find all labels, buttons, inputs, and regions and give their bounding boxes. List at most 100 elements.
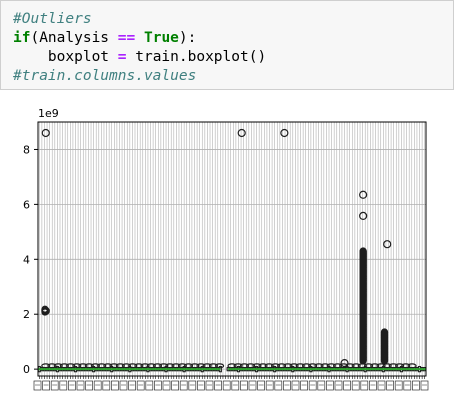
y-tick-label: 2 [23,308,30,321]
x-tick-label-glyph [59,380,68,391]
x-tick-label-glyph [76,380,85,391]
code-token: (Analysis [30,30,118,46]
x-tick-label-glyph [231,380,240,391]
x-tick-label-glyph [274,380,283,391]
outlier-marker [239,363,250,369]
outlier-marker [165,363,175,369]
outlier-marker [227,363,237,369]
x-tick-label-glyph [377,380,386,391]
outlier-marker [202,363,212,369]
code-line: #Outliers [13,10,266,29]
outlier-marker [196,363,206,369]
outlier-marker [314,363,324,369]
code-line: if(Analysis == True): [13,29,266,48]
x-tick-label-glyph [179,380,188,391]
outlier-point [280,128,289,138]
x-tick-label-glyph [222,380,231,391]
outlier-marker [109,363,119,369]
outlier-marker [121,363,132,369]
x-tick-label-glyph [154,380,162,391]
x-tick-label-glyph [291,380,300,391]
outlier-marker [152,363,163,369]
outlier-marker [363,363,374,369]
x-tick-label-glyph [111,380,119,391]
outlier-marker [159,363,169,369]
outlier-marker [308,363,318,369]
outlier-marker [401,363,411,369]
x-tick-label-glyph [283,380,291,391]
outlier-marker [183,363,194,369]
x-tick-label-glyph [257,380,265,391]
boxplot-chart: 0 2 4 6 8 1e9 [23,107,429,391]
outlier-marker [301,363,312,369]
outlier-marker [97,363,107,369]
code-token: if [13,30,31,46]
outlier-marker [128,363,138,369]
x-tick-label-glyph [119,380,128,391]
x-tick-label-glyph [102,380,111,391]
outlier-marker [140,363,150,369]
outlier-marker [177,363,187,369]
x-tick-label-glyph [188,380,197,391]
code-token: ): [178,30,197,46]
x-tick-label-glyph [128,380,136,391]
outlier-marker [208,363,218,369]
code-line: boxplot = train.boxplot() [13,48,266,67]
code-token: boxplot [13,49,118,65]
x-tick-label-glyph [93,380,102,391]
outlier-point [41,305,49,313]
outlier-marker [252,363,262,369]
outlier-marker [395,363,405,369]
outlier-point [383,240,392,249]
x-tick-label-glyph [33,380,42,391]
x-tick-label-glyph [351,380,360,391]
outlier-marker [78,363,88,369]
outlier-marker [246,363,256,369]
code-token [135,30,144,46]
code-token: == [117,30,136,46]
outlier-marker [283,363,293,369]
x-tick-label-glyph [369,380,377,391]
code-editor[interactable]: #Outliers if(Analysis == True): boxplot =… [13,10,266,86]
outlier-marker [370,363,380,369]
outlier-marker [270,363,281,369]
x-tick-label-glyph [42,380,50,391]
outlier-marker [233,363,243,369]
outlier-point [359,211,368,221]
outlier-marker [134,363,144,369]
code-cell[interactable]: #Outliers if(Analysis == True): boxplot =… [0,0,454,90]
outlier-marker [146,363,156,369]
code-token: True [143,30,179,46]
outlier-marker [171,363,181,369]
outlier-marker [264,363,274,369]
x-tick-label-glyph [214,380,222,391]
x-tick-label-glyph [240,380,248,391]
x-tick-label-glyph [343,380,351,391]
x-tick-label-glyph [420,380,429,391]
x-tick-label-glyph [50,380,59,391]
code-token: train.boxplot() [126,49,267,65]
outlier-marker [339,363,349,369]
x-tick-label-glyph [162,380,171,391]
outlier-marker [72,363,82,369]
outlier-marker [59,363,69,369]
y-tick-label: 6 [23,198,30,211]
code-token: #Outliers [13,11,92,27]
x-tick-label-glyph [403,380,412,391]
code-token: #train.columns.values [13,68,197,84]
code-line: #train.columns.values [13,67,266,86]
outlier-point [359,247,367,255]
outlier-point [41,128,50,138]
outlier-marker [289,363,299,369]
outlier-marker [382,363,392,369]
outlier-marker [326,363,336,369]
x-tick-label-glyph [171,380,179,391]
x-tick-label-glyph [308,380,317,391]
outlier-marker [214,363,225,369]
x-tick-label-glyph [265,380,274,391]
x-tick-label-glyph [197,380,205,391]
outlier-point [340,358,349,368]
x-tick-label-glyph [85,380,93,391]
outlier-marker [47,363,57,369]
outlier-marker [65,363,76,369]
